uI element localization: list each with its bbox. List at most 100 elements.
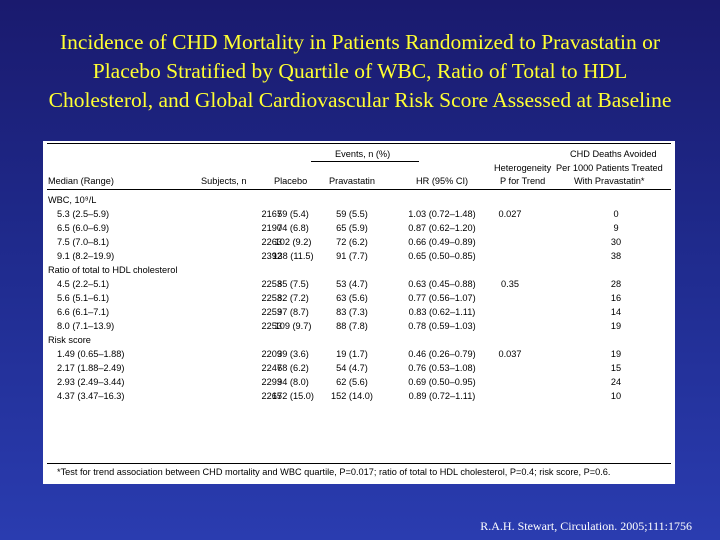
citation: R.A.H. Stewart, Circulation. 2005;111:17…: [480, 519, 692, 533]
table-row: 7.5 (7.0–8.1) 2263 102 (9.2) 72 (6.2) 0.66 (…: [43, 237, 675, 251]
table-row: 9.1 (8.2–19.9) 2392 138 (11.5) 91 (7.7) 0.65…: [43, 251, 675, 265]
table-row: 8.0 (7.1–13.9) 2253 109 (9.7) 88 (7.8) 0.78 …: [43, 321, 675, 335]
avoided-header-line-3: With Pravastatin*: [574, 176, 645, 186]
median-cell: 2.17 (1.88–2.49): [57, 363, 125, 373]
placebo-cell: 94 (8.0): [277, 377, 309, 387]
subjects-cell: 2190: [261, 223, 282, 233]
median-cell: 6.6 (6.1–7.1): [57, 307, 110, 317]
placebo-cell: 59 (5.4): [277, 209, 309, 219]
pravastatin-cell: 59 (5.5): [336, 209, 368, 219]
median-cell: 7.5 (7.0–8.1): [57, 237, 110, 247]
placebo-cell: 85 (7.5): [277, 279, 309, 289]
table-row: 5.6 (5.1–6.1) 2253 82 (7.2) 63 (5.6) 0.77 (0…: [43, 293, 675, 307]
hr-cell: 0.77 (0.56–1.07): [408, 293, 476, 303]
avoided-cell: 14: [610, 307, 622, 317]
events-group-rule: [311, 161, 419, 162]
hr-cell: 1.03 (0.72–1.48): [408, 209, 476, 219]
pravastatin-cell: 53 (4.7): [336, 279, 368, 289]
median-cell: 8.0 (7.1–13.9): [57, 321, 115, 331]
hr-cell: 0.78 (0.59–1.03): [408, 321, 476, 331]
pravastatin-cell: 72 (6.2): [336, 237, 368, 247]
placebo-cell: 138 (11.5): [272, 251, 314, 261]
table-footnote: *Test for trend association between CHD …: [57, 467, 611, 477]
table-row: 1.49 (0.65–1.88) 2209 39 (3.6) 19 (1.7) 0.46…: [43, 349, 675, 363]
header-bottom-rule: [47, 189, 671, 190]
avoided-cell: 0: [613, 209, 619, 219]
placebo-cell: 68 (6.2): [277, 363, 309, 373]
subjects-cell: 2293: [261, 377, 282, 387]
pravastatin-cell: 83 (7.3): [336, 307, 368, 317]
median-cell: 1.49 (0.65–1.88): [57, 349, 125, 359]
hr-cell: 0.65 (0.50–0.85): [408, 251, 476, 261]
median-cell: 6.5 (6.0–6.9): [57, 223, 110, 233]
section-label: WBC, 10⁹/L: [48, 195, 97, 205]
heterogeneity-header-line-2: P for Trend: [500, 176, 546, 186]
table-row: 4.37 (3.47–16.3) 2265 172 (15.0) 152 (14.0)…: [43, 391, 675, 405]
table-row: 4.5 (2.2–5.1) 2253 85 (7.5) 53 (4.7) 0.63 (0…: [43, 279, 675, 293]
subjects-cell: 2253: [261, 321, 282, 331]
avoided-cell: 10: [610, 391, 622, 401]
table-row: 2.93 (2.49–3.44) 2293 94 (8.0) 62 (5.6) 0.69…: [43, 377, 675, 391]
median-header: Median (Range): [48, 176, 114, 186]
pravastatin-cell: 62 (5.6): [336, 377, 368, 387]
data-table: Events, n (%) Heterogeneity P for Trend …: [43, 141, 675, 484]
hr-cell: 0.87 (0.62–1.20): [408, 223, 476, 233]
table-row: 2.17 (1.88–2.49) 2247 68 (6.2) 54 (4.7) 0.76…: [43, 363, 675, 377]
subjects-cell: 2167: [261, 209, 282, 219]
p-trend-cell: 0.027: [498, 209, 522, 219]
title-line-3: Cholesterol, and Global Cardiovascular R…: [48, 88, 672, 112]
subjects-cell: 2392: [261, 251, 282, 261]
title-line-1: Incidence of CHD Mortality in Patients R…: [59, 30, 661, 54]
p-trend-cell: 0.037: [498, 349, 522, 359]
pravastatin-cell: 63 (5.6): [336, 293, 368, 303]
pravastatin-cell: 88 (7.8): [336, 321, 368, 331]
pravastatin-cell: 65 (5.9): [336, 223, 368, 233]
table-row: 5.3 (2.5–5.9) 2167 59 (5.4) 59 (5.5) 1.03 (0…: [43, 209, 675, 223]
placebo-cell: 82 (7.2): [277, 293, 309, 303]
subjects-cell: 2209: [261, 349, 282, 359]
pravastatin-cell: 152 (14.0): [331, 391, 373, 401]
placebo-cell: 39 (3.6): [277, 349, 309, 359]
heterogeneity-header-line-1: Heterogeneity: [494, 163, 552, 173]
section-label: Risk score: [48, 335, 91, 345]
hr-cell: 0.69 (0.50–0.95): [408, 377, 476, 387]
pravastatin-cell: 54 (4.7): [336, 363, 368, 373]
hr-cell: 0.83 (0.62–1.11): [408, 307, 476, 317]
avoided-cell: 28: [610, 279, 622, 289]
median-cell: 4.37 (3.47–16.3): [57, 391, 125, 401]
events-group-header: Events, n (%): [335, 149, 391, 159]
subjects-cell: 2263: [261, 237, 282, 247]
section-label: Ratio of total to HDL cholesterol: [48, 265, 178, 275]
hr-cell: 0.63 (0.45–0.88): [408, 279, 476, 289]
placebo-cell: 102 (9.2): [274, 237, 312, 247]
p-trend-cell: 0.35: [501, 279, 519, 289]
avoided-cell: 38: [610, 251, 622, 261]
hr-cell: 0.76 (0.53–1.08): [408, 363, 476, 373]
table-row: 6.6 (6.1–7.1) 2253 97 (8.7) 83 (7.3) 0.83 (0…: [43, 307, 675, 321]
avoided-cell: 9: [613, 223, 619, 233]
subjects-header: Subjects, n: [201, 176, 247, 186]
median-cell: 9.1 (8.2–19.9): [57, 251, 115, 261]
pravastatin-header: Pravastatin: [329, 176, 375, 186]
hr-cell: 0.89 (0.72–1.11): [408, 391, 476, 401]
placebo-cell: 109 (9.7): [274, 321, 312, 331]
avoided-header-line-2: Per 1000 Patients Treated: [556, 163, 663, 173]
hr-cell: 0.46 (0.26–0.79): [408, 349, 476, 359]
placebo-header: Placebo: [274, 176, 308, 186]
title-line-2: Placebo Stratified by Quartile of WBC, R…: [92, 59, 628, 83]
subjects-cell: 2265: [261, 391, 282, 401]
pravastatin-cell: 91 (7.7): [336, 251, 368, 261]
table-row: 6.5 (6.0–6.9) 2190 74 (6.8) 65 (5.9) 0.87 (0…: [43, 223, 675, 237]
slide-title: Incidence of CHD Mortality in Patients R…: [0, 28, 720, 115]
placebo-cell: 97 (8.7): [277, 307, 309, 317]
placebo-cell: 172 (15.0): [272, 391, 314, 401]
avoided-cell: 16: [610, 293, 622, 303]
avoided-cell: 24: [610, 377, 622, 387]
hr-header: HR (95% CI): [416, 176, 469, 186]
avoided-cell: 15: [610, 363, 622, 373]
avoided-cell: 19: [610, 349, 622, 359]
median-cell: 2.93 (2.49–3.44): [57, 377, 125, 387]
median-cell: 4.5 (2.2–5.1): [57, 279, 110, 289]
table-bottom-rule: [47, 463, 671, 464]
subjects-cell: 2253: [261, 293, 282, 303]
